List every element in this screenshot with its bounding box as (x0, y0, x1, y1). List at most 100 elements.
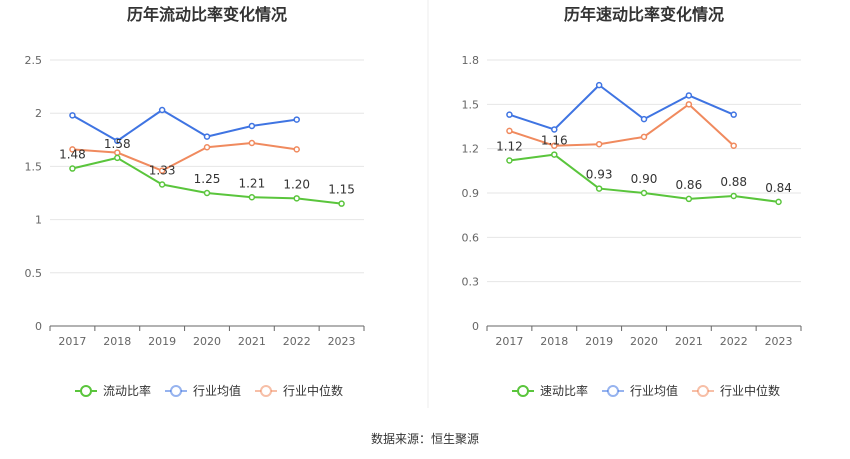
data-point-company (338, 200, 345, 207)
legend-item-industry_avg[interactable]: 行业均值 (602, 383, 678, 398)
series-line-industry_median (72, 141, 297, 172)
y-tick-label: 0.9 (462, 187, 480, 200)
data-point-industry_avg (203, 133, 211, 140)
series-line-industry_avg (71, 109, 297, 142)
x-tick-label: 2017 (58, 335, 86, 348)
data-point-company (69, 165, 76, 172)
data-label: 1.21 (238, 176, 265, 190)
y-tick-label: 1 (35, 214, 42, 227)
data-point-industry_avg (730, 111, 737, 118)
data-point-industry_avg (158, 106, 166, 114)
legend-label: 行业中位数 (720, 383, 780, 398)
data-point-company (551, 151, 558, 158)
chart-title: 历年速动比率变化情况 (564, 5, 724, 24)
legend-marker (697, 385, 709, 397)
legend-label: 行业均值 (193, 383, 241, 398)
data-label: 1.12 (496, 139, 523, 153)
data-point-company (640, 189, 648, 197)
y-tick-label: 2 (35, 107, 42, 120)
quick-ratio-chart: 历年速动比率变化情况 0 0.3 0.6 0.9 1.2 1.5 1.8 2017 2018 201… (462, 5, 802, 398)
data-point-industry_median (158, 167, 166, 174)
x-tick-label: 2017 (495, 335, 523, 348)
legend-label: 速动比率 (540, 383, 588, 398)
y-tick-label: 1.8 (462, 54, 480, 67)
legend-label: 行业均值 (630, 383, 678, 398)
data-point-industry_median (248, 139, 256, 147)
data-point-industry_avg (640, 115, 648, 123)
legend-marker (260, 385, 272, 397)
data-label: 1.16 (541, 134, 568, 148)
data-point-company (506, 157, 513, 164)
x-tick-label: 2021 (675, 335, 703, 348)
y-tick-label: 1.5 (462, 98, 480, 111)
legend-item-industry_median[interactable]: 行业中位数 (255, 383, 343, 398)
legend-item-company[interactable]: 速动比率 (512, 383, 588, 398)
data-point-industry_median (203, 143, 211, 151)
data-point-company (293, 195, 300, 202)
data-point-industry_median (640, 133, 648, 141)
x-tick-label: 2023 (328, 335, 356, 348)
data-point-industry_avg (69, 112, 76, 119)
legend-marker (607, 385, 619, 397)
y-tick-label: 0.3 (462, 276, 480, 289)
y-tick-label: 1.5 (25, 160, 43, 173)
data-point-industry_avg (551, 126, 558, 133)
data-label: 0.86 (675, 178, 702, 192)
data-label: 1.20 (283, 177, 310, 191)
data-point-industry_median (730, 142, 737, 149)
data-label: 1.48 (59, 148, 86, 162)
legend-marker (170, 385, 182, 397)
data-point-industry_avg (685, 92, 693, 99)
x-tick-label: 2018 (103, 335, 131, 348)
data-point-company (203, 189, 211, 197)
legend-item-company[interactable]: 流动比率 (75, 383, 151, 398)
data-point-industry_median (69, 146, 76, 153)
x-tick-label: 2019 (148, 335, 176, 348)
y-tick-label: 1.2 (462, 143, 480, 156)
y-tick-label: 0 (472, 320, 479, 333)
x-tick-label: 2020 (630, 335, 658, 348)
x-tick-label: 2023 (765, 335, 793, 348)
legend-label: 流动比率 (103, 383, 151, 398)
data-point-industry_median (293, 146, 300, 153)
series-line-industry_avg (509, 84, 735, 131)
legend-item-industry_avg[interactable]: 行业均值 (165, 383, 241, 398)
data-label: 1.58 (104, 137, 131, 151)
legend-label: 行业中位数 (283, 383, 343, 398)
data-point-industry_median (506, 127, 513, 135)
legend-item-industry_median[interactable]: 行业中位数 (692, 383, 780, 398)
x-tick-label: 2018 (540, 335, 568, 348)
y-tick-label: 0 (35, 320, 42, 333)
data-point-industry_median (551, 142, 558, 149)
data-label: 1.33 (149, 163, 176, 177)
data-point-company (685, 195, 693, 203)
data-source-note: 数据来源：恒生聚源 (371, 431, 479, 446)
data-point-company (775, 198, 782, 206)
data-label: 1.25 (194, 172, 221, 186)
x-tick-label: 2022 (283, 335, 311, 348)
y-tick-label: 0.6 (462, 231, 480, 244)
y-tick-label: 2.5 (25, 54, 43, 67)
chart-title: 历年流动比率变化情况 (127, 5, 287, 24)
x-tick-label: 2022 (720, 335, 748, 348)
data-point-industry_avg (595, 81, 603, 89)
data-point-company (158, 181, 166, 188)
data-label: 0.84 (765, 181, 792, 195)
current-ratio-chart: 历年流动比率变化情况 0 0.5 1 1.5 2 2.5 2017 2018 2019 2020 20… (25, 5, 365, 398)
x-tick-label: 2021 (238, 335, 266, 348)
data-point-industry_median (595, 140, 603, 148)
data-point-company (114, 154, 121, 162)
data-point-industry_avg (248, 122, 256, 130)
data-label: 1.15 (328, 183, 355, 197)
data-point-industry_median (685, 101, 693, 108)
data-point-industry_avg (114, 137, 121, 145)
x-tick-label: 2020 (193, 335, 221, 348)
data-point-company (248, 194, 256, 201)
data-point-company (730, 192, 737, 200)
data-label: 0.90 (631, 172, 658, 186)
y-tick-label: 0.5 (25, 267, 43, 280)
legend-marker (517, 385, 529, 397)
series-line-industry_median (509, 103, 735, 147)
legend-marker (80, 385, 92, 397)
